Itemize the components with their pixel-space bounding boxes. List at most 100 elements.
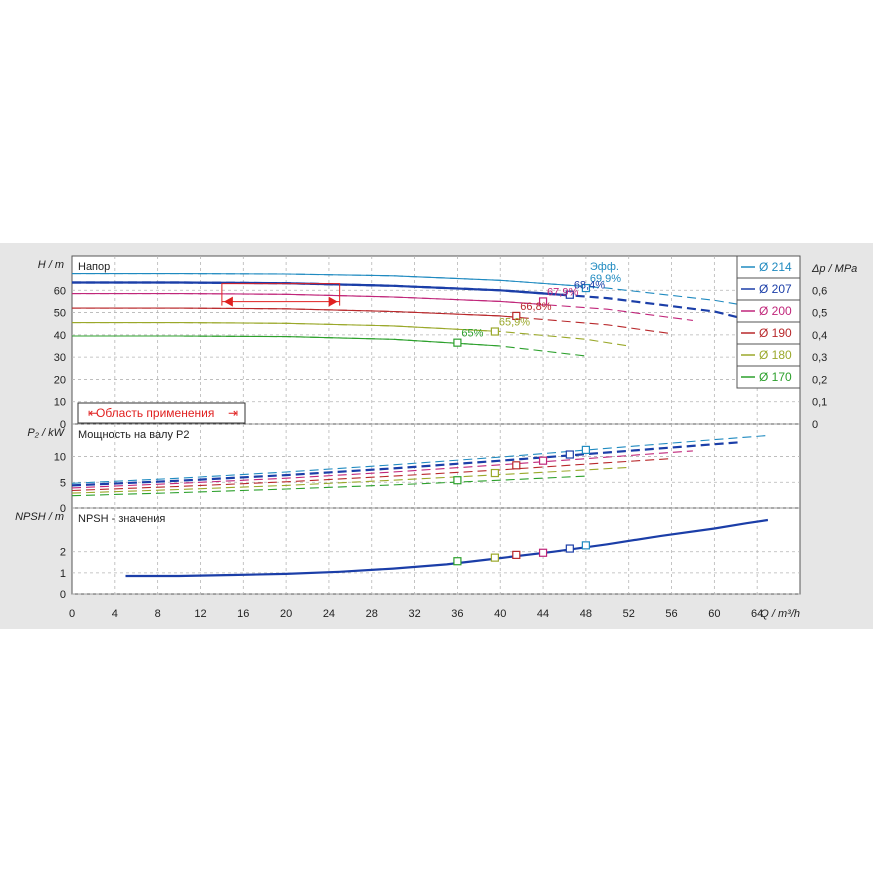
x-tick-label: 44 [537,608,549,620]
power-y-tick-label: 0 [60,503,66,515]
power-bep-marker [581,445,590,454]
head-y-tick-label: 40 [54,330,66,342]
grid-lines [72,256,800,595]
x-tick-label: 8 [155,608,161,620]
head-y2-tick-label: 0,4 [812,330,827,342]
x-tick-label: 24 [323,608,335,620]
npsh-y-axis-label: NPSH / m [15,511,64,523]
npsh-series-line [125,518,769,578]
head-series-solid [72,273,586,288]
x-tick-label: 56 [665,608,677,620]
head-bep-label: 69,9% [590,273,621,285]
x-tick-label: 32 [408,608,420,620]
head-bep-label: 67,9% [547,286,578,298]
x-tick-label: 64 [751,608,763,620]
head-y2-tick-label: 0,6 [812,285,827,297]
application-range-label: Область применения [96,406,214,420]
legend-entry: Ø 214 [759,260,792,274]
power-bep-marker [565,450,574,459]
efficiency-prefix-label: Эфф. [590,261,619,273]
x-tick-label: 0 [69,608,75,620]
npsh-bep-marker [538,548,548,557]
head-y2-tick-label: 0,5 [812,308,827,320]
power-y-tick-label: 10 [54,452,66,464]
power-series-line [71,450,693,489]
head-series-line [72,293,693,321]
x-tick-label: 20 [280,608,292,620]
head-y-tick-label: 30 [54,352,66,364]
power-y-tick-label: 5 [60,477,66,489]
x-tick-label: 28 [366,608,378,620]
npsh-y-tick-label: 1 [60,568,66,580]
head-bep-label: 65% [461,328,483,340]
range-arrow-right-icon [328,296,338,307]
x-tick-label: 16 [237,608,249,620]
x-tick-label: 40 [494,608,506,620]
head-y-axis-label: H / m [38,259,64,271]
legend-entry: Ø 207 [759,282,792,296]
npsh-panel-title: NPSH - значения [78,513,165,525]
power-panel-title: Мощность на валу P2 [78,429,190,441]
npsh-bep-marker [512,550,521,559]
x-tick-label: 60 [708,608,720,620]
x-axis-label: Q / m³/h [760,608,800,620]
x-tick-label: 36 [451,608,463,620]
power-y-axis-label: P₂ / kW [27,427,65,439]
legend: Ø 214 Ø 207 Ø 200 Ø 190 Ø 180 Ø 170 [736,255,801,389]
npsh-y-tick-label: 2 [60,547,66,559]
npsh-bep-marker [565,544,574,553]
head-panel-title: Напор [78,261,110,273]
head-plot-area [71,255,801,425]
power-series-line [71,475,586,497]
legend-entry: Ø 200 [759,304,792,318]
head-y2-tick-label: 0,3 [812,352,827,364]
head-y-tick-label: 20 [54,374,66,386]
head-bep-label: 68,4% [574,280,605,292]
power-bep-marker [538,456,548,465]
range-arrow-left-icon [223,296,233,307]
application-range-box [77,402,246,424]
npsh-bep-marker [490,553,499,562]
head-bep-marker [581,283,590,293]
legend-entry: Ø 190 [759,326,792,340]
npsh-y-tick-label: 0 [60,589,66,601]
head-y-tick-label: 60 [54,285,66,297]
head-series-solid [72,322,501,333]
head-y2-axis-label: Δp / MPa [811,263,857,275]
head-bep-marker [453,338,462,347]
power-bep-marker [490,468,499,478]
range-marker-right-icon: ⇥ [228,406,238,420]
head-series-solid [72,335,501,347]
head-series-solid [72,307,517,318]
npsh-plot-area [71,507,801,595]
legend-entry: Ø 180 [759,348,792,362]
head-bep-marker [538,297,548,306]
x-tick-label: 52 [623,608,635,620]
head-bep-marker [565,290,574,299]
head-y2-tick-label: 0 [812,419,818,431]
head-bep-label: 65,9% [499,317,530,329]
head-y-tick-label: 10 [54,397,66,409]
head-bep-marker [512,311,521,321]
head-bep-label: 66,8% [520,301,551,313]
npsh-bep-marker [453,557,462,566]
head-y-tick-label: 0 [60,419,66,431]
head-y-tick-label: 50 [54,308,66,320]
head-y2-tick-label: 0,2 [812,374,827,386]
application-range-bracket [221,283,341,306]
x-tick-label: 12 [194,608,206,620]
legend-entry: Ø 170 [759,370,792,384]
head-y2-tick-label: 0,1 [812,397,827,409]
power-series-line [71,458,672,492]
x-tick-label: 48 [580,608,592,620]
x-tick-label: 4 [112,608,118,620]
bep-markers [221,283,590,566]
head-series-line [72,307,672,335]
range-marker-left-icon: ⇤ [88,406,98,420]
head-bep-marker [490,327,499,336]
npsh-bep-marker [581,541,590,550]
power-bep-marker [512,461,521,470]
